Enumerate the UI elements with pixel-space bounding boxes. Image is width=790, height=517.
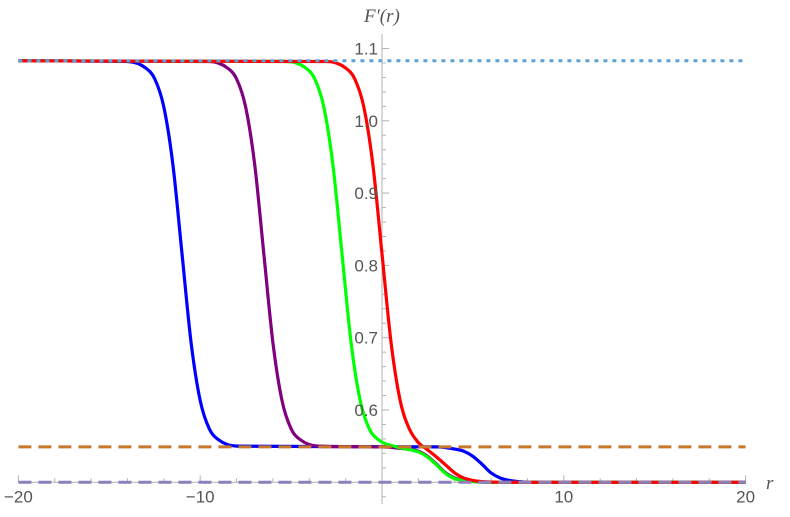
curves xyxy=(18,59,746,484)
y-axis-label: F′(r) xyxy=(363,6,400,27)
y-tick-label: 0.6 xyxy=(354,401,378,420)
x-axis-label: r xyxy=(766,473,774,494)
x-tick-label: 10 xyxy=(554,487,573,506)
y-tick-label: 0.7 xyxy=(354,329,378,348)
series-line-3 xyxy=(18,59,746,484)
reference-lines xyxy=(18,59,746,484)
x-tick-label: −20 xyxy=(4,487,33,506)
series-line-4 xyxy=(18,59,746,484)
x-tick-label: −10 xyxy=(186,487,215,506)
y-tick-label: 1.1 xyxy=(354,40,378,59)
y-tick-label: 0.9 xyxy=(354,184,378,203)
y-tick-label: 1.0 xyxy=(354,112,378,131)
series-line-1 xyxy=(18,59,746,484)
x-tick-label: 20 xyxy=(736,487,755,506)
y-tick-label: 0.8 xyxy=(354,256,378,275)
tick-labels: −20 −10 10 20 0.6 0.7 0.8 0.9 1.0 1.1 xyxy=(4,40,755,507)
